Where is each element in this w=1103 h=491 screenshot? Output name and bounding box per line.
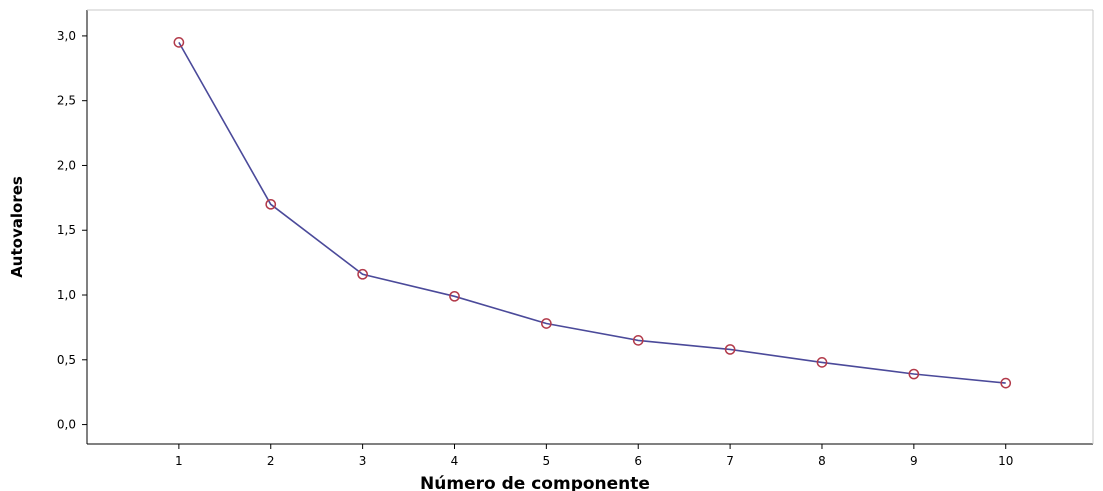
y-tick-label: 1,5 <box>57 223 76 237</box>
x-tick-label: 2 <box>267 454 275 468</box>
x-tick-label: 4 <box>451 454 459 468</box>
y-tick-label: 0,5 <box>57 353 76 367</box>
data-point <box>908 368 920 380</box>
y-tick-label: 2,0 <box>57 158 76 172</box>
y-tick-label: 0,0 <box>57 418 76 432</box>
x-tick-label: 10 <box>998 454 1013 468</box>
data-point <box>541 318 552 329</box>
data-point <box>632 335 644 346</box>
x-tick-label: 8 <box>818 454 826 468</box>
y-axis-ticks: 0,0 0,5 1,0 1,5 2,0 2,5 3,0 <box>57 29 87 432</box>
x-axis-ticks: 1 2 3 4 5 6 7 8 9 10 <box>175 444 1013 468</box>
data-point <box>173 37 185 48</box>
x-tick-label: 7 <box>726 454 734 468</box>
x-tick-label: 1 <box>175 454 183 468</box>
data-point <box>449 290 460 302</box>
axes <box>86 9 1094 445</box>
x-tick-label: 5 <box>543 454 551 468</box>
y-axis-title: Autovalores <box>8 176 26 278</box>
data-point <box>1000 377 1012 389</box>
x-tick-label: 6 <box>634 454 642 468</box>
data-point <box>357 268 368 280</box>
data-point <box>724 344 736 355</box>
y-tick-label: 3,0 <box>57 29 76 43</box>
x-axis-title: Número de componente <box>420 474 650 491</box>
x-tick-label: 9 <box>910 454 918 468</box>
series-eigenvalues <box>173 37 1012 389</box>
x-tick-label: 3 <box>359 454 367 468</box>
y-tick-label: 2,5 <box>57 94 76 108</box>
data-point <box>265 198 277 210</box>
series-line <box>178 42 1006 384</box>
data-point <box>816 357 828 368</box>
y-tick-label: 1,0 <box>57 288 76 302</box>
